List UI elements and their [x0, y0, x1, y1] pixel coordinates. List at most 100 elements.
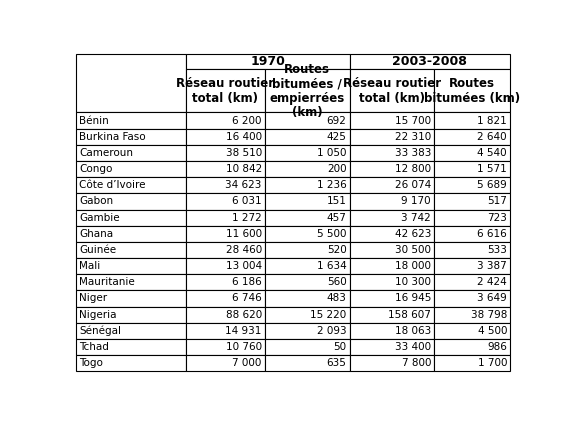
- Text: 1 571: 1 571: [477, 164, 507, 174]
- Text: 33 383: 33 383: [395, 148, 431, 158]
- Bar: [349, 112, 434, 128]
- Text: 6 031: 6 031: [232, 196, 262, 206]
- Text: 3 649: 3 649: [477, 293, 507, 304]
- Text: 38 798: 38 798: [471, 310, 507, 320]
- Text: 6 746: 6 746: [232, 293, 262, 304]
- Text: 4 500: 4 500: [478, 326, 507, 336]
- Text: 10 300: 10 300: [395, 277, 431, 287]
- Bar: [185, 323, 265, 339]
- Text: 635: 635: [327, 358, 347, 368]
- Text: Gabon: Gabon: [80, 196, 113, 206]
- Bar: [434, 323, 510, 339]
- Bar: [185, 112, 265, 128]
- Bar: [185, 307, 265, 323]
- Text: 15 220: 15 220: [310, 310, 347, 320]
- Text: 425: 425: [327, 132, 347, 142]
- Text: 517: 517: [487, 196, 507, 206]
- Bar: [434, 355, 510, 371]
- Bar: [434, 193, 510, 209]
- Text: Mali: Mali: [80, 261, 101, 271]
- Text: 22 310: 22 310: [395, 132, 431, 142]
- Text: Tchad: Tchad: [80, 342, 109, 352]
- Text: 15 700: 15 700: [395, 116, 431, 126]
- Bar: [349, 355, 434, 371]
- Bar: [76, 339, 185, 355]
- Bar: [434, 258, 510, 274]
- Text: Routes
bitumées /
empierrées
(km): Routes bitumées / empierrées (km): [269, 63, 345, 119]
- Text: 151: 151: [327, 196, 347, 206]
- Bar: [349, 145, 434, 161]
- Bar: [434, 307, 510, 323]
- Text: 26 074: 26 074: [395, 180, 431, 190]
- Text: 34 623: 34 623: [225, 180, 262, 190]
- Bar: [349, 242, 434, 258]
- Bar: [265, 193, 349, 209]
- Text: 692: 692: [327, 116, 347, 126]
- Text: 457: 457: [327, 212, 347, 223]
- Bar: [185, 355, 265, 371]
- Text: 2 093: 2 093: [317, 326, 347, 336]
- Text: 1 272: 1 272: [232, 212, 262, 223]
- Bar: [76, 145, 185, 161]
- Text: 2 640: 2 640: [478, 132, 507, 142]
- Text: 11 600: 11 600: [226, 229, 262, 239]
- Bar: [76, 258, 185, 274]
- Text: 520: 520: [327, 245, 347, 255]
- Text: Côte d’Ivoire: Côte d’Ivoire: [80, 180, 146, 190]
- Bar: [76, 307, 185, 323]
- Text: Ghana: Ghana: [80, 229, 113, 239]
- Bar: [76, 209, 185, 226]
- Text: 2 424: 2 424: [477, 277, 507, 287]
- Text: Réseau routier
total (km): Réseau routier total (km): [343, 77, 441, 105]
- Bar: [185, 339, 265, 355]
- Text: Bénin: Bénin: [80, 116, 109, 126]
- Bar: [265, 323, 349, 339]
- Bar: [349, 54, 510, 70]
- Bar: [185, 54, 349, 70]
- Text: Routes
bitumées (km): Routes bitumées (km): [424, 77, 521, 105]
- Bar: [76, 290, 185, 307]
- Bar: [76, 226, 185, 242]
- Text: 38 510: 38 510: [225, 148, 262, 158]
- Text: 4 540: 4 540: [478, 148, 507, 158]
- Text: 6 616: 6 616: [477, 229, 507, 239]
- Text: 42 623: 42 623: [395, 229, 431, 239]
- Bar: [265, 307, 349, 323]
- Text: 986: 986: [487, 342, 507, 352]
- Bar: [76, 355, 185, 371]
- Bar: [265, 355, 349, 371]
- Bar: [265, 161, 349, 177]
- Bar: [434, 339, 510, 355]
- Bar: [185, 258, 265, 274]
- Bar: [349, 290, 434, 307]
- Bar: [185, 242, 265, 258]
- Text: 7 800: 7 800: [402, 358, 431, 368]
- Bar: [265, 290, 349, 307]
- Text: 560: 560: [327, 277, 347, 287]
- Bar: [349, 193, 434, 209]
- Text: 10 842: 10 842: [225, 164, 262, 174]
- Bar: [76, 242, 185, 258]
- Text: 5 689: 5 689: [477, 180, 507, 190]
- Text: Nigeria: Nigeria: [80, 310, 117, 320]
- Text: 6 200: 6 200: [232, 116, 262, 126]
- Bar: [349, 258, 434, 274]
- Bar: [76, 323, 185, 339]
- Text: 14 931: 14 931: [225, 326, 262, 336]
- Text: Sénégal: Sénégal: [80, 326, 121, 336]
- Bar: [434, 274, 510, 290]
- Text: 1 236: 1 236: [317, 180, 347, 190]
- Bar: [434, 290, 510, 307]
- Text: 13 004: 13 004: [226, 261, 262, 271]
- Bar: [349, 339, 434, 355]
- Bar: [434, 209, 510, 226]
- Text: 158 607: 158 607: [388, 310, 431, 320]
- Text: Gambie: Gambie: [80, 212, 120, 223]
- Text: 50: 50: [333, 342, 347, 352]
- Text: 16 945: 16 945: [395, 293, 431, 304]
- Bar: [185, 226, 265, 242]
- Text: 1 050: 1 050: [317, 148, 347, 158]
- Text: 483: 483: [327, 293, 347, 304]
- Bar: [434, 145, 510, 161]
- Bar: [434, 226, 510, 242]
